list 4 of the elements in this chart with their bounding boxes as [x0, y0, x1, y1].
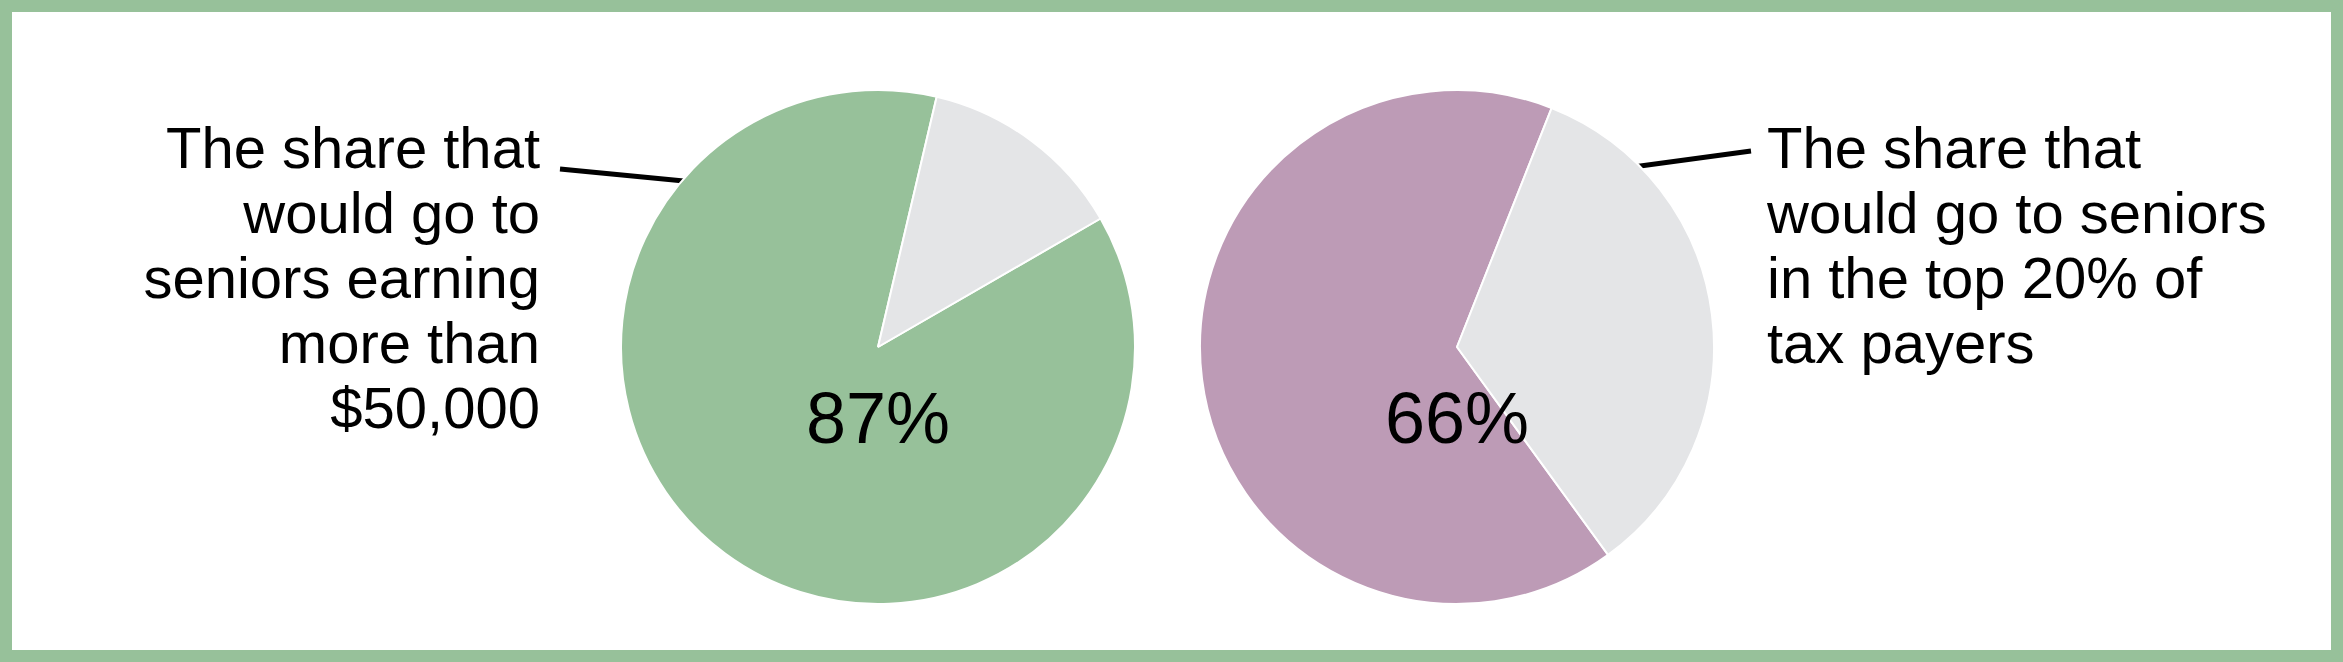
data-label: 87% — [805, 377, 951, 458]
data-label: 66% — [1384, 377, 1530, 458]
text: The share that would go to seniors in the top 20% of tax payers — [1767, 115, 2268, 375]
text: The share that would go to seniors earning more than $50,000 — [142, 115, 540, 440]
